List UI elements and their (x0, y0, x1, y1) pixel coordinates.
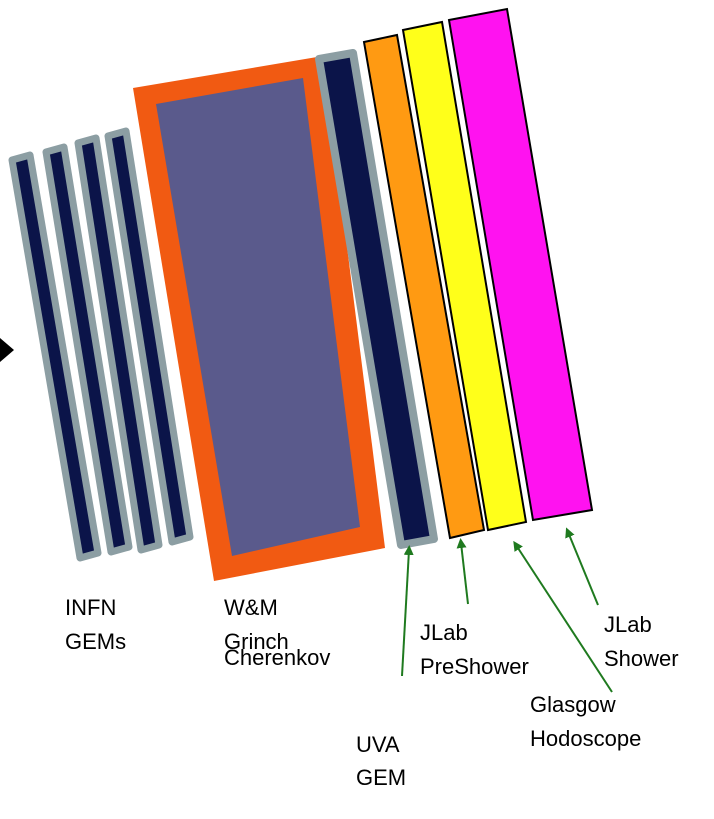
label-jlab-pre-line-2: PreShower (420, 654, 529, 679)
label-glasgow-line-1: Glasgow (530, 692, 616, 717)
glasgow-hodoscope-pointer-arrow (513, 540, 613, 693)
label-infn-gems: INFN GEMs (65, 595, 126, 654)
infn-gem-plane-2 (42, 143, 133, 556)
label-glasgow-line-2: Hodoscope (530, 726, 641, 751)
infn-gem-plane-4 (104, 127, 194, 546)
label-jlab-preshower: JLab PreShower (420, 620, 529, 679)
grinch-cherenkov (133, 56, 385, 581)
label-wm-line-1: W&M (224, 595, 278, 620)
uva-gem-pointer-arrow (401, 545, 414, 677)
beam-arrow-icon (0, 338, 14, 362)
jlab-shower-pointer-arrow (565, 527, 599, 606)
infn-gem-planes (8, 127, 194, 562)
jlab-preshower-pointer-arrow (456, 538, 469, 605)
label-infn-line-1: INFN (65, 595, 116, 620)
jlab-shower-block (447, 7, 594, 522)
infn-gem-plane-1 (8, 151, 102, 562)
label-jlab-pre-line-1: JLab (420, 620, 468, 645)
label-uva-line-1: UVA (356, 732, 400, 757)
glasgow-hodoscope-block (401, 20, 528, 532)
jlab-preshower-block (362, 33, 486, 540)
label-wm-line-2: Grinch (224, 629, 289, 654)
infn-gem-plane-3 (74, 134, 163, 554)
cherenkov-volume (156, 78, 360, 556)
label-uva-gem: UVA GEM (356, 732, 406, 790)
label-wm-grinch-cherenkov: W&M Grinch (224, 595, 289, 654)
label-uva-line-2: GEM (356, 765, 406, 790)
uva-gem-plane (315, 49, 438, 549)
label-wm-line-3: Cherenkov (224, 645, 330, 670)
label-jlab-shower-line-1: JLab (604, 612, 652, 637)
label-jlab-shower: JLab Shower (604, 612, 679, 671)
label-infn-line-2: GEMs (65, 629, 126, 654)
label-jlab-shower-line-2: Shower (604, 646, 679, 671)
label-glasgow-hodoscope: Glasgow Hodoscope (530, 692, 641, 751)
